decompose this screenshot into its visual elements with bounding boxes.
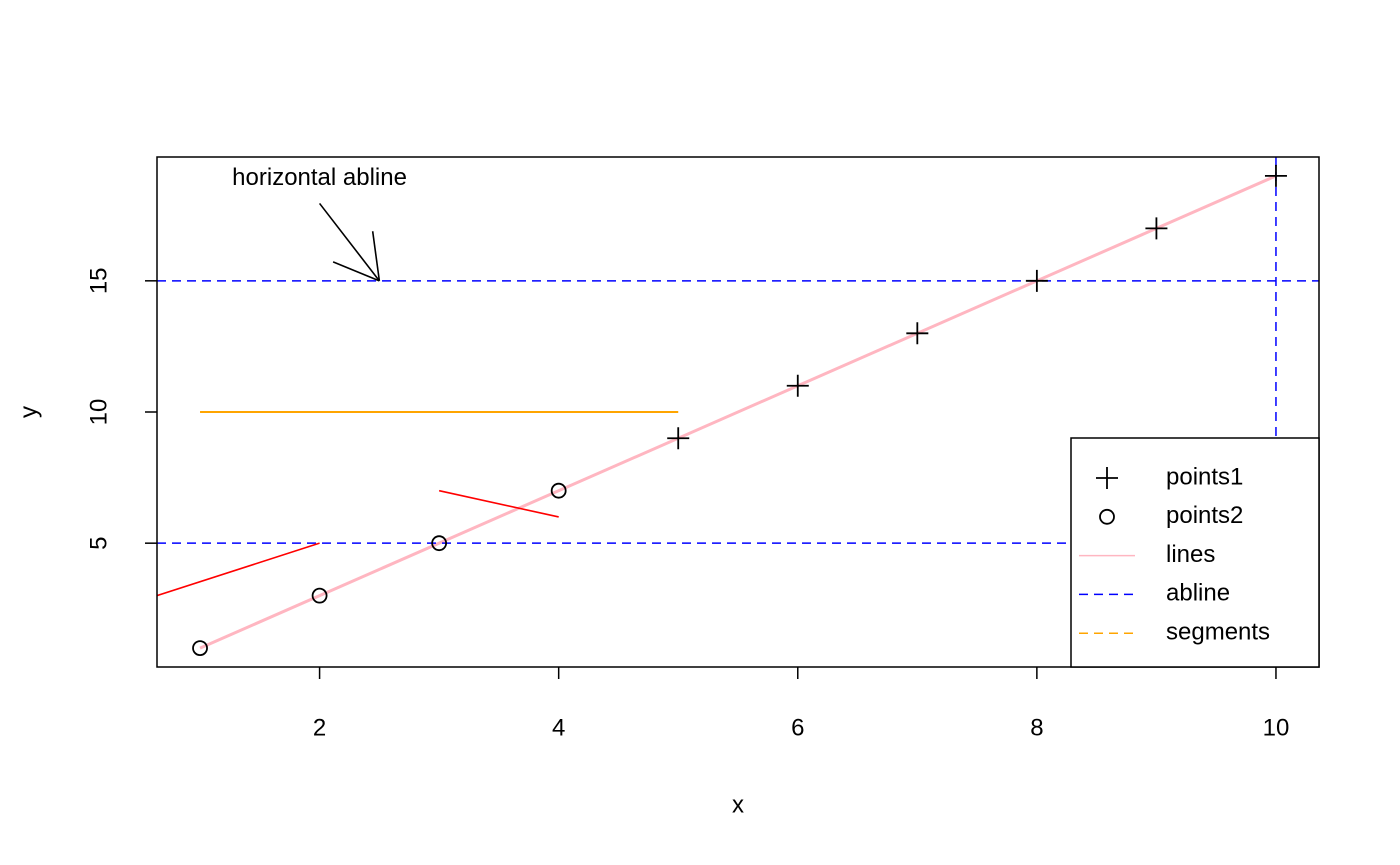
annotation-text: horizontal abline [232, 164, 407, 191]
y-tick-label: 5 [85, 536, 112, 549]
y-tick-label: 15 [85, 267, 112, 294]
legend-label: segments [1166, 619, 1270, 646]
legend-label: points1 [1166, 463, 1243, 490]
line [199, 174, 1277, 650]
red-segment [438, 489, 559, 518]
legend-symbol [1096, 467, 1118, 489]
point [667, 427, 690, 450]
legend-label: abline [1166, 580, 1230, 607]
point [1025, 269, 1048, 292]
annotation-arrow [318, 202, 380, 282]
plot-frame [156, 156, 1320, 668]
x-axis-label: x [732, 791, 744, 818]
point [1264, 164, 1287, 187]
x-tick-label: 10 [1263, 714, 1290, 741]
point [550, 482, 567, 499]
arrow-head [371, 231, 381, 281]
point [192, 640, 208, 657]
legend-box [1070, 437, 1320, 668]
legend-label: lines [1166, 541, 1215, 568]
point [786, 374, 809, 397]
point [906, 322, 929, 345]
x-tick-label: 8 [1030, 714, 1043, 741]
y-axis-label: y [15, 406, 42, 418]
arrow-head [332, 261, 380, 282]
point [431, 535, 448, 552]
x-tick-label: 2 [313, 714, 326, 741]
point [1145, 217, 1168, 240]
legend-label: points2 [1166, 502, 1243, 529]
red-segment [157, 542, 320, 597]
y-tick-label: 10 [85, 399, 112, 426]
x-tick-label: 4 [552, 714, 565, 741]
x-tick-label: 6 [791, 714, 804, 741]
point [311, 587, 328, 604]
legend-symbol [1099, 508, 1115, 525]
